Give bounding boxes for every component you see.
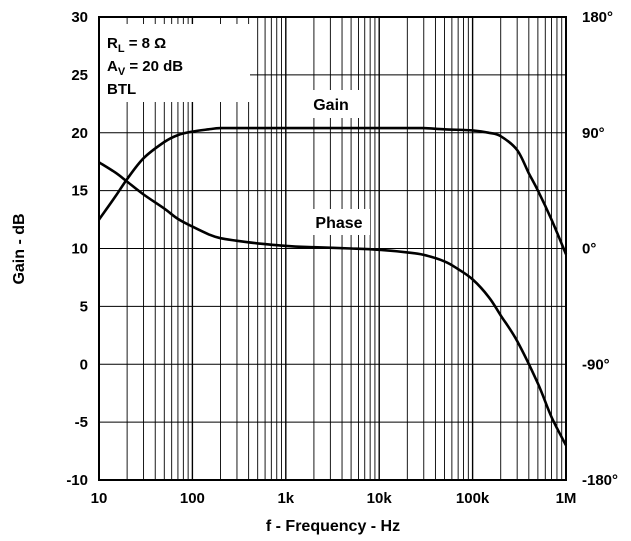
y2-tick-label: 180° (582, 9, 613, 26)
y-tick-label: 10 (71, 241, 88, 258)
y-tick-label: 5 (80, 298, 88, 315)
x-tick-label: 1M (556, 490, 577, 507)
plot-frame (98, 16, 567, 481)
y-tick-label: 0 (80, 356, 88, 373)
y-tick-label: -10 (66, 472, 88, 489)
x-tick-label: 1k (277, 490, 294, 507)
y-tick-label: -5 (75, 414, 88, 431)
phase-series-label: Phase (315, 215, 362, 232)
x-tick-label: 10k (367, 490, 393, 507)
x-tick-label: 10 (91, 490, 108, 507)
phase-label-bg (305, 209, 370, 235)
y-tick-label: 30 (71, 9, 88, 26)
y-axis-label: Gain - dB (11, 213, 28, 284)
gain-series-label: Gain (313, 97, 349, 114)
y-tick-label: 15 (71, 183, 88, 200)
y-tick-label: 20 (71, 125, 88, 142)
y2-tick-label: 0° (582, 241, 596, 258)
condition-line: BTL (107, 81, 136, 98)
x-axis-label: f - Frequency - Hz (266, 518, 400, 535)
condition-line: RL = 8 Ω (107, 35, 166, 55)
y2-tick-label: -90° (582, 356, 610, 373)
curves (97, 126, 568, 446)
x-tick-label: 100k (456, 490, 490, 507)
gain-label-bg (305, 90, 360, 118)
y2-tick-label: -180° (582, 472, 618, 489)
phase-curve (98, 161, 568, 446)
y2-tick-label: 90° (582, 125, 605, 142)
x-tick-label: 100 (180, 490, 205, 507)
y-tick-label: 25 (71, 67, 88, 84)
gain-curve (97, 126, 568, 255)
condition-line: AV = 20 dB (107, 58, 183, 78)
conditions-text: RL = 8 Ω AV = 20 dB BTL (107, 35, 183, 98)
tick-labels: 10 100 1k 10k 100k 1M 30 25 20 15 10 5 0 -5 -10 180° 90°… (66, 9, 618, 507)
conditions-box (100, 24, 250, 102)
